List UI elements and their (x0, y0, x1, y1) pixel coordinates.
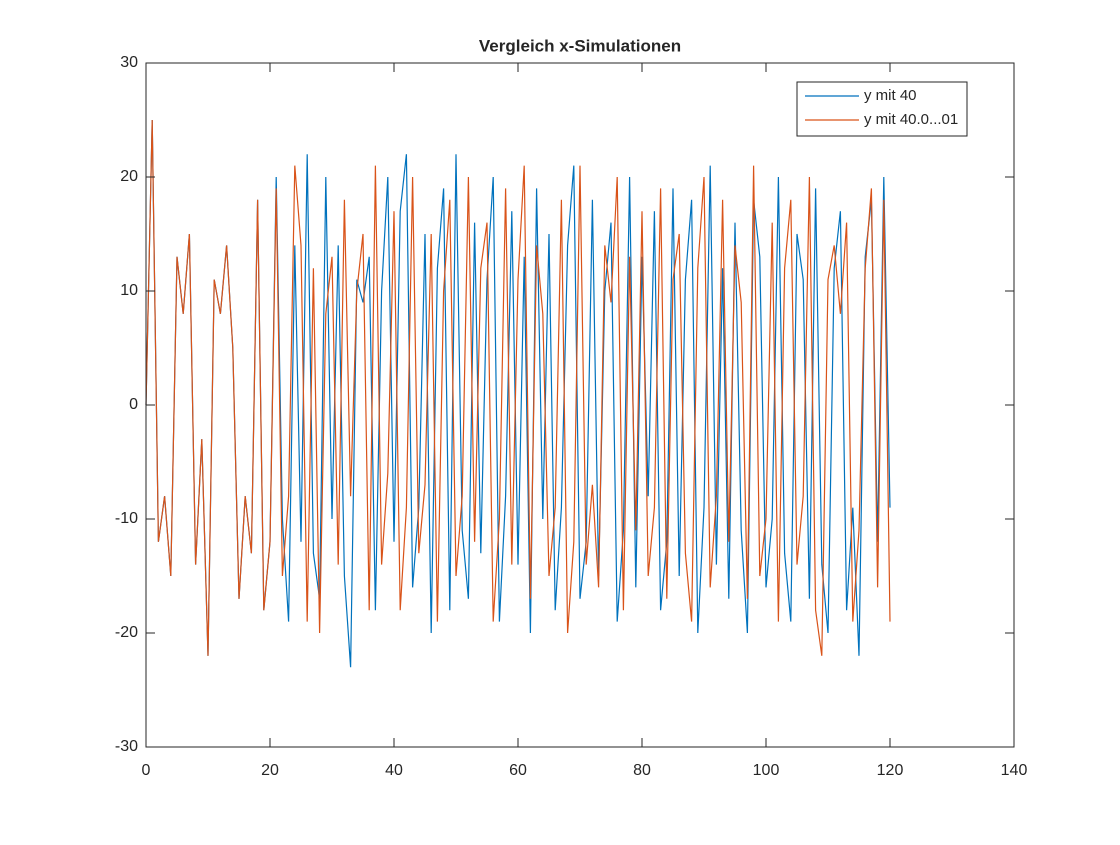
legend-label: y mit 40.0...01 (864, 111, 958, 128)
y-tick-label: 0 (129, 396, 138, 413)
legend-label: y mit 40 (864, 87, 917, 104)
y-tick-label: -10 (115, 510, 138, 527)
y-tick-label: 10 (120, 282, 138, 299)
x-tick-label: 60 (509, 762, 527, 779)
y-tick-label: -20 (115, 624, 138, 641)
legend: y mit 40 y mit 40.0...01 (796, 81, 968, 137)
chart-title: Vergleich x-Simulationen (479, 36, 681, 55)
x-tick-label: 120 (877, 762, 904, 779)
x-tick-label: 80 (633, 762, 651, 779)
x-tick-label: 40 (385, 762, 403, 779)
x-tick-label: 20 (261, 762, 279, 779)
y-tick-label: -30 (115, 738, 138, 755)
x-tick-label: 0 (142, 762, 151, 779)
legend-box (796, 81, 968, 137)
y-tick-label: 30 (120, 54, 138, 71)
x-tick-label: 100 (753, 762, 780, 779)
series-line (145, 119, 891, 656)
y-tick-label: 20 (120, 168, 138, 185)
x-tick-label: 140 (1001, 762, 1028, 779)
